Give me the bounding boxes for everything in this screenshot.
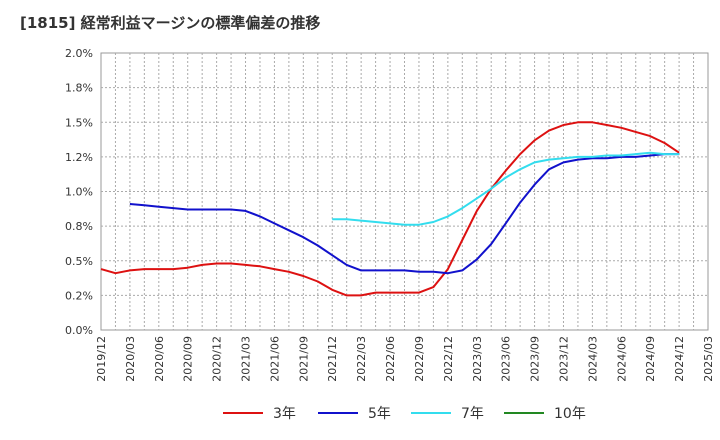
legend-label-10y: 10年 <box>554 406 586 422</box>
y-tick-label: 0.8% <box>65 220 93 233</box>
x-tick-label: 2021/12 <box>326 336 339 382</box>
legend-label-3y: 3年 <box>273 406 296 422</box>
y-tick-label: 0.5% <box>65 255 93 268</box>
x-tick-label: 2024/03 <box>586 336 599 382</box>
series-line-1 <box>129 153 680 275</box>
y-axis: 0.0% 0.2% 0.5% 0.8% 1.0% 1.2% 1.5% 1.8% 2.0% <box>65 47 93 337</box>
x-tick-label: 2019/12 <box>95 336 108 382</box>
x-tick-label: 2020/03 <box>124 336 137 382</box>
legend-swatch-5y <box>318 412 358 414</box>
x-tick-label: 2025/03 <box>702 336 715 382</box>
x-tick-label: 2021/03 <box>240 336 253 382</box>
y-tick-label: 1.8% <box>65 82 93 95</box>
y-tick-label: 1.2% <box>65 151 93 164</box>
x-tick-label: 2024/09 <box>644 336 657 382</box>
legend-swatch-7y <box>411 412 451 414</box>
x-tick-label: 2024/06 <box>615 336 628 382</box>
gridlines <box>101 53 708 330</box>
y-tick-label: 0.0% <box>65 324 93 337</box>
y-tick-label: 1.5% <box>65 116 93 129</box>
legend-item-3y: 3年 <box>223 398 296 428</box>
legend-item-10y: 10年 <box>504 398 586 428</box>
x-tick-label: 2022/09 <box>413 336 426 382</box>
x-tick-label: 2020/06 <box>153 336 166 382</box>
legend-swatch-10y <box>504 412 544 414</box>
series-lines <box>100 121 680 297</box>
x-tick-label: 2021/09 <box>297 336 310 382</box>
x-tick-label: 2023/03 <box>471 336 484 382</box>
series-line-0 <box>100 121 680 297</box>
x-axis: 2019/12 2020/03 2020/06 2020/09 2020/12 2021/… <box>95 336 715 382</box>
x-tick-label: 2023/09 <box>529 336 542 382</box>
y-tick-label: 2.0% <box>65 47 93 60</box>
x-tick-label: 2022/03 <box>355 336 368 382</box>
x-tick-label: 2024/12 <box>673 336 686 382</box>
x-tick-label: 2022/06 <box>384 336 397 382</box>
series-line-2 <box>332 151 680 226</box>
legend-item-5y: 5年 <box>318 398 391 428</box>
x-tick-label: 2023/12 <box>557 336 570 382</box>
x-tick-label: 2021/06 <box>268 336 281 382</box>
y-tick-label: 0.2% <box>65 289 93 302</box>
chart-title: [1815] 経常利益マージンの標準偏差の推移 <box>20 14 321 32</box>
y-tick-label: 1.0% <box>65 186 93 199</box>
legend-swatch-3y <box>223 412 263 414</box>
legend: 3年 5年 7年 10年 <box>0 398 720 428</box>
legend-label-5y: 5年 <box>368 406 391 422</box>
x-tick-label: 2022/12 <box>442 336 455 382</box>
x-tick-label: 2020/09 <box>182 336 195 382</box>
legend-label-7y: 7年 <box>461 406 484 422</box>
x-tick-label: 2023/06 <box>500 336 513 382</box>
legend-item-7y: 7年 <box>411 398 484 428</box>
x-tick-label: 2020/12 <box>211 336 224 382</box>
